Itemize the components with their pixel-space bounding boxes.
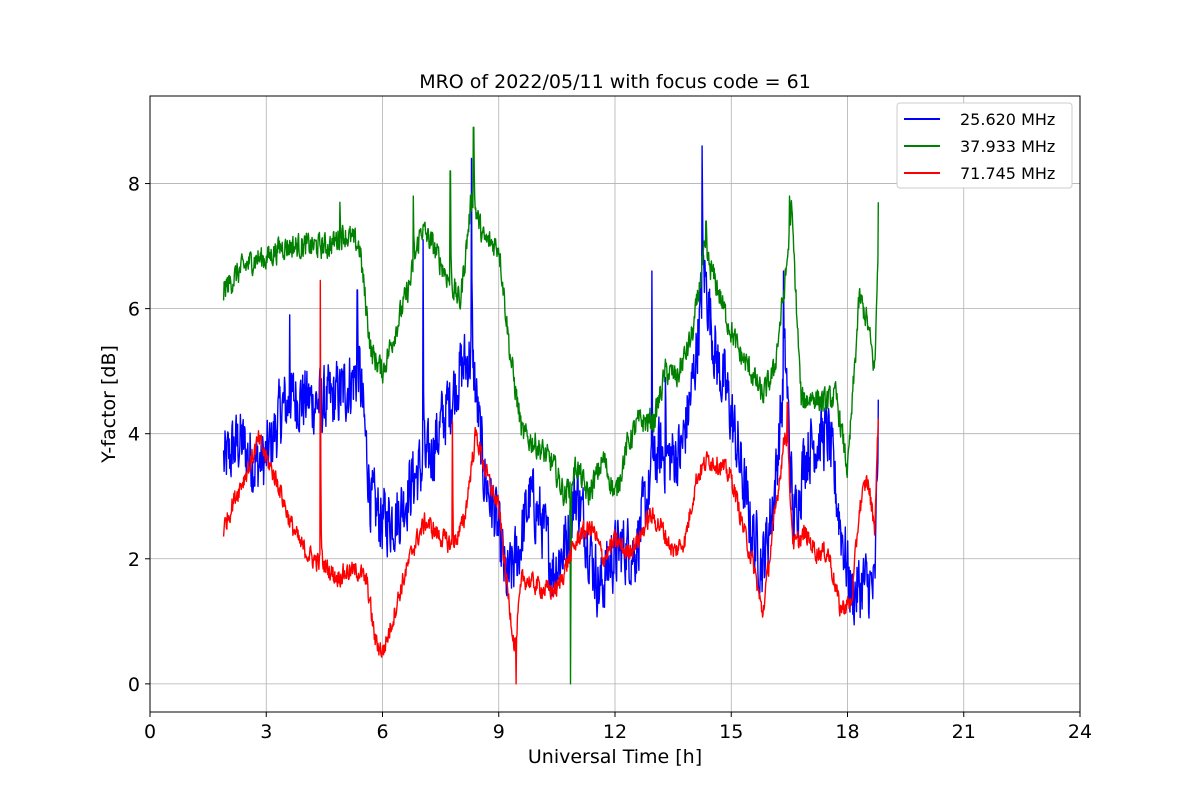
x-tick-label: 24: [1068, 721, 1092, 743]
x-axis-label: Universal Time [h]: [528, 746, 702, 768]
y-tick-label: 2: [128, 549, 140, 571]
series-line: [222, 145, 879, 626]
x-tick-label: 9: [493, 721, 505, 743]
y-tick-label: 0: [128, 674, 140, 696]
x-tick-label: 15: [719, 721, 743, 743]
y-axis-label: Y-factor [dB]: [98, 345, 120, 464]
series-line: [222, 279, 879, 685]
series-2: [222, 126, 879, 685]
series-1: [222, 145, 879, 626]
chart-title: MRO of 2022/05/11 with focus code = 61: [419, 71, 811, 93]
y-tick-label: 6: [128, 299, 140, 321]
x-tick-label: 21: [952, 721, 976, 743]
legend-box: [896, 102, 1073, 189]
series-3: [222, 279, 879, 685]
series-layer: [222, 126, 879, 685]
legend-label: 37.933 MHz: [960, 137, 1055, 156]
y-tick-label: 4: [128, 424, 140, 446]
x-tick-label: 3: [260, 721, 272, 743]
x-tick-label: 12: [603, 721, 627, 743]
legend-label: 71.745 MHz: [960, 164, 1055, 183]
y-tick-label: 8: [128, 174, 140, 196]
legend-label: 25.620 MHz: [960, 110, 1055, 129]
x-tick-label: 18: [835, 721, 859, 743]
series-line: [222, 126, 879, 685]
x-tick-label: 0: [144, 721, 156, 743]
legend: 25.620 MHz 37.933 MHz 71.745 MHz: [896, 102, 1073, 189]
x-tick-label: 6: [376, 721, 388, 743]
